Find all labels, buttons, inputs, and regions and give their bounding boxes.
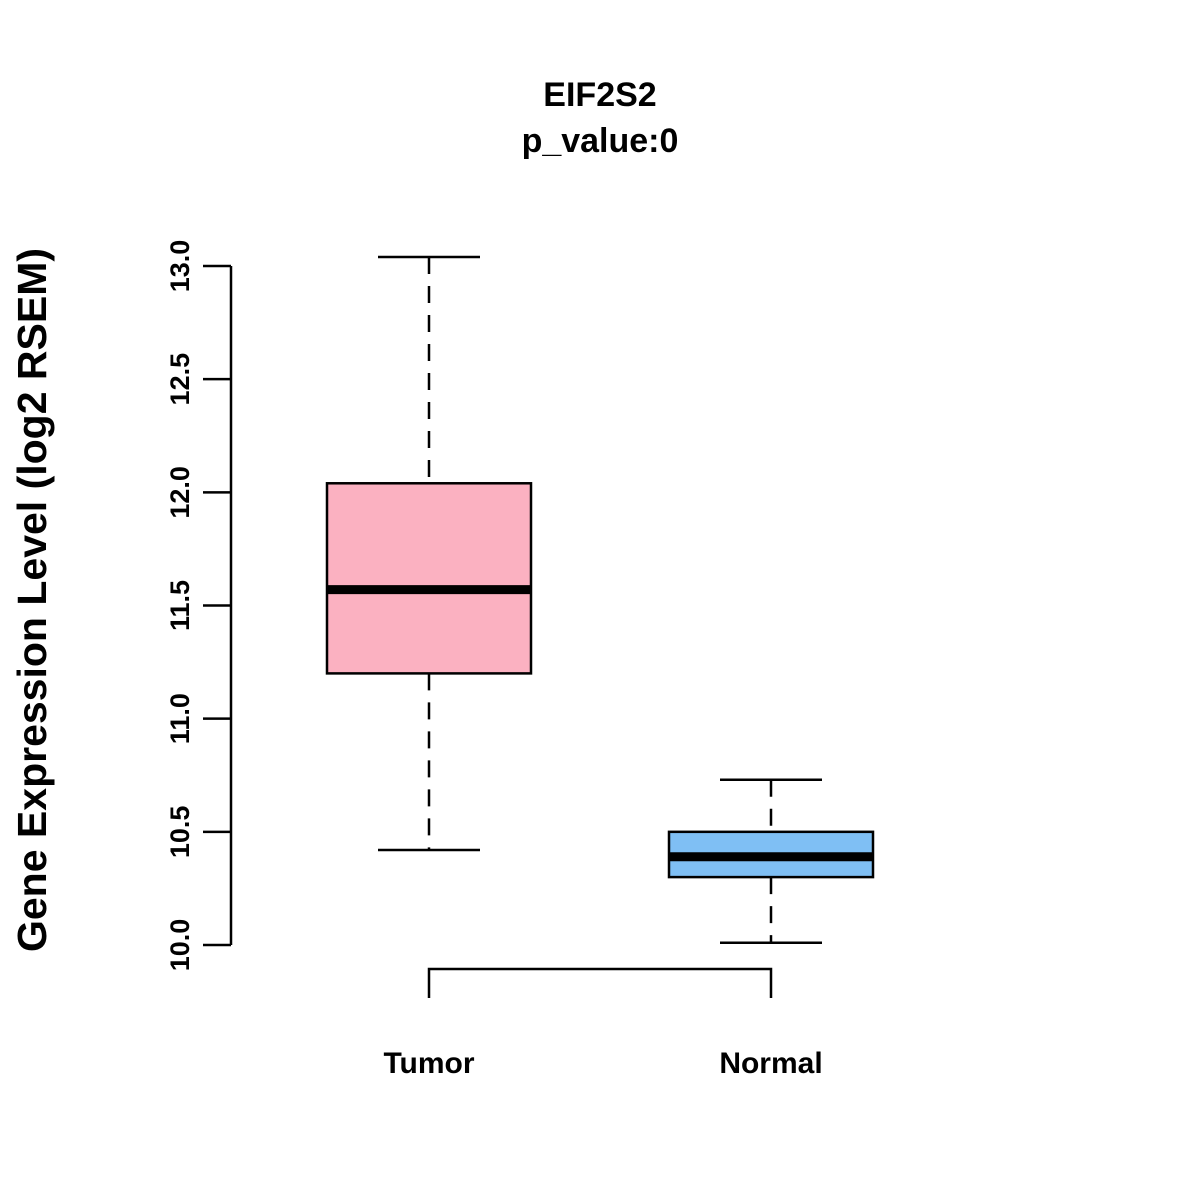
y-tick-label: 13.0 <box>165 240 195 293</box>
y-axis: 10.0 10.5 11.0 11.5 12.0 12.5 13.0 <box>165 240 233 972</box>
boxes-group <box>325 255 875 944</box>
x-axis-labels: Tumor Normal <box>383 1047 822 1080</box>
iqr-box <box>325 482 533 675</box>
category-label-normal: Normal <box>719 1047 822 1080</box>
category-label-tumor: Tumor <box>383 1047 474 1080</box>
y-tick-label: 12.5 <box>165 353 195 406</box>
chart-subtitle: p_value:0 <box>522 122 679 160</box>
y-axis-label: Gene Expression Level (log2 RSEM) <box>9 248 55 952</box>
y-tick-label: 12.0 <box>165 466 195 519</box>
box-tumor <box>325 255 533 852</box>
y-tick-label: 10.5 <box>165 806 195 859</box>
bracket-line <box>427 967 773 998</box>
comparison-bracket <box>427 967 773 998</box>
box-normal <box>667 778 875 944</box>
chart-title: EIF2S2 <box>543 76 656 114</box>
y-tick-label: 11.0 <box>165 693 195 744</box>
y-tick-label: 11.5 <box>165 580 195 631</box>
y-tick-label: 10.0 <box>165 919 195 972</box>
